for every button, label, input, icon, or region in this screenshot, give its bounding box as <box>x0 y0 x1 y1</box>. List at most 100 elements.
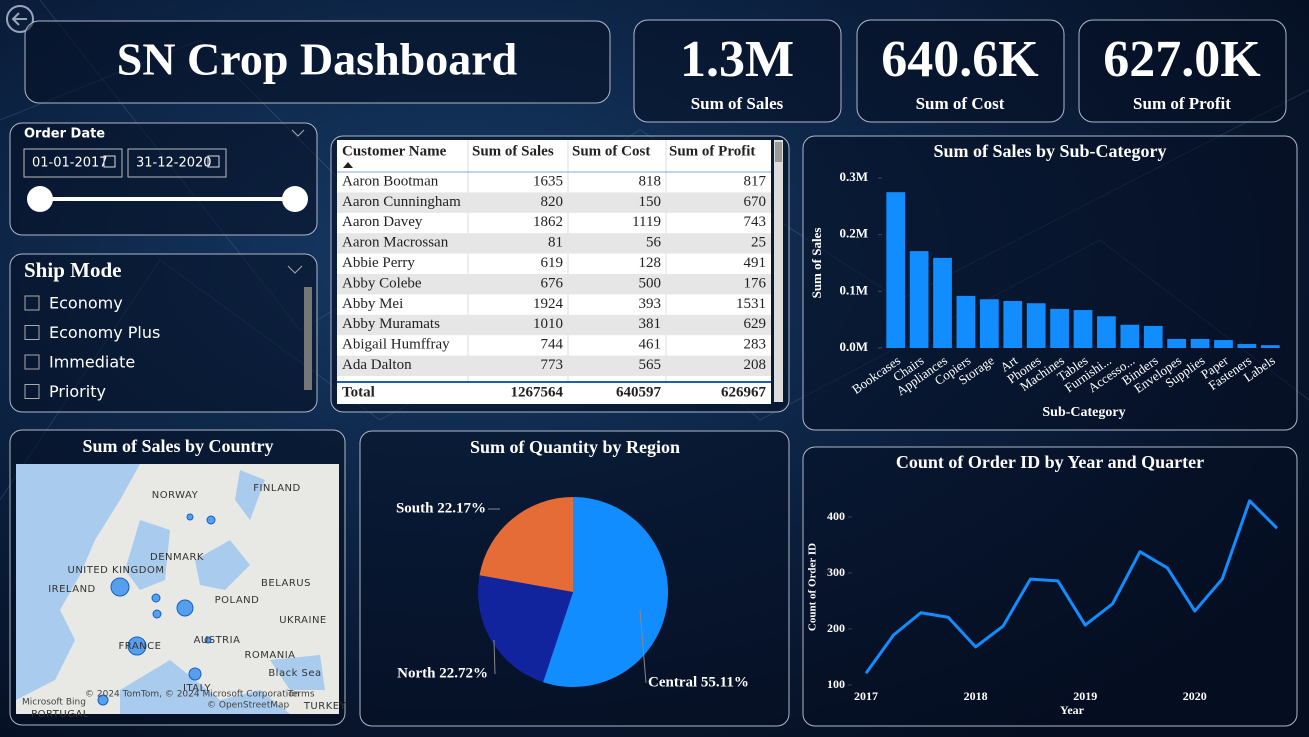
row-band <box>337 355 771 376</box>
start-date-box[interactable] <box>23 148 123 178</box>
title-box <box>24 20 611 104</box>
map-label: AUSTRIA <box>194 635 241 646</box>
checkbox[interactable] <box>24 295 40 311</box>
date-slicer <box>9 122 318 236</box>
sort-icon <box>343 162 353 168</box>
bar <box>1190 338 1210 348</box>
chart-title: Sum of Quantity by Region <box>470 437 680 457</box>
map-attribution: © OpenStreetMap <box>207 701 290 711</box>
kpi-label: Sum of Cost <box>916 94 1005 113</box>
map-label: PORTUGAL <box>31 709 89 720</box>
table-cell: 208 <box>744 357 767 373</box>
y-tick-label: 400 <box>827 509 845 523</box>
table-cell: 773 <box>541 357 564 373</box>
ship-mode-title: Ship Mode <box>24 258 121 282</box>
map-bubble <box>204 636 212 644</box>
calendar-icon[interactable] <box>103 155 116 168</box>
table-cell: 744 <box>541 337 564 353</box>
table-cell: Aaron Cunningham <box>342 194 461 210</box>
total-cell: 640597 <box>616 384 662 400</box>
total-cell: Total <box>342 384 375 400</box>
map-bubble <box>206 515 216 525</box>
map-attribution: Terms <box>287 690 315 700</box>
bar <box>1026 303 1046 348</box>
total-cell: 1267564 <box>511 384 564 400</box>
map-label: UKRAINE <box>279 615 327 626</box>
table-cell: 56 <box>646 235 662 251</box>
ship-mode-option: Economy <box>49 294 123 313</box>
bar <box>979 299 999 348</box>
y-tick-label: 100 <box>827 677 845 691</box>
table-scrollbar[interactable] <box>775 142 782 162</box>
y-tick-label: 0.3M <box>839 169 868 184</box>
total-cell: 626967 <box>721 384 767 400</box>
row-band <box>337 314 771 336</box>
table-cell: 393 <box>639 296 662 312</box>
y-tick-label: 200 <box>827 621 845 635</box>
row-band <box>337 233 771 254</box>
x-tick-label: 2019 <box>1073 689 1097 703</box>
bar <box>1167 338 1187 348</box>
pie-slice <box>543 497 668 687</box>
table-cell: Abby Mei <box>342 296 403 312</box>
table-cell: Ada Dalton <box>342 357 412 373</box>
slider-handle[interactable] <box>282 186 308 212</box>
scrollbar[interactable] <box>304 287 312 390</box>
bar <box>1003 300 1023 348</box>
leader-line <box>639 609 647 684</box>
table-cell: Abby Colebe <box>342 275 422 291</box>
table-cell: Abbie Perry <box>342 255 415 271</box>
pie-slice <box>479 497 573 592</box>
ship-mode-option: Economy Plus <box>49 323 160 342</box>
line-panel <box>802 446 1298 727</box>
table-cell: Aaron Macrossan <box>342 235 449 251</box>
back-button[interactable] <box>6 5 34 33</box>
bar <box>1097 316 1116 348</box>
checkbox[interactable] <box>24 325 40 340</box>
dashboard-title: SN Crop Dashboard <box>117 34 518 85</box>
kpi-label: Sum of Sales <box>691 94 784 113</box>
table-cell: 1635 <box>533 173 563 189</box>
map-sea <box>16 464 325 714</box>
table-cell: Aaron Davey <box>342 214 423 230</box>
kpi-card <box>1078 19 1287 123</box>
checkbox[interactable] <box>24 354 40 370</box>
calendar-icon[interactable] <box>207 155 220 168</box>
table-cell: 283 <box>744 337 767 353</box>
kpi-value: 627.0K <box>1103 31 1261 88</box>
column-header: Sum of Cost <box>572 143 650 159</box>
map-bubble <box>97 694 109 706</box>
table-cell: 619 <box>541 255 564 271</box>
y-tick-label: 300 <box>827 565 845 579</box>
collapse-icon[interactable] <box>291 129 305 137</box>
table-cell: 1531 <box>736 296 766 312</box>
table-cell: 818 <box>639 173 662 189</box>
end-date-box[interactable] <box>127 148 227 178</box>
date-slicer-title: Order Date <box>24 127 105 142</box>
map-attribution: Microsoft Bing <box>22 698 86 708</box>
bar <box>1237 344 1257 348</box>
total-row-bg <box>337 382 771 404</box>
x-axis-title: Sub-Category <box>1042 405 1125 420</box>
checkbox[interactable] <box>24 384 40 399</box>
map-label: DENMARK <box>150 552 204 563</box>
table-cell: Aaron Bootman <box>342 173 439 189</box>
table-cell: 176 <box>744 275 767 291</box>
table-cell: 565 <box>639 357 662 373</box>
start-date: 01-01-2017 <box>32 156 108 171</box>
bar <box>886 192 906 348</box>
kpi-card <box>856 19 1065 123</box>
bar <box>1050 308 1069 348</box>
map-bubble <box>186 513 194 521</box>
slider-handle[interactable] <box>27 186 53 212</box>
slice-label: South 22.17% <box>396 500 486 516</box>
chart-title: Sum of Sales by Sub-Category <box>933 141 1166 161</box>
collapse-icon[interactable] <box>287 265 303 274</box>
kpi-label: Sum of Profit <box>1133 94 1231 113</box>
map-label: IRELAND <box>48 584 96 595</box>
row-band <box>337 192 771 213</box>
table-cell: 500 <box>639 275 662 291</box>
bar <box>1073 310 1093 348</box>
x-tick-label: 2018 <box>964 689 988 703</box>
